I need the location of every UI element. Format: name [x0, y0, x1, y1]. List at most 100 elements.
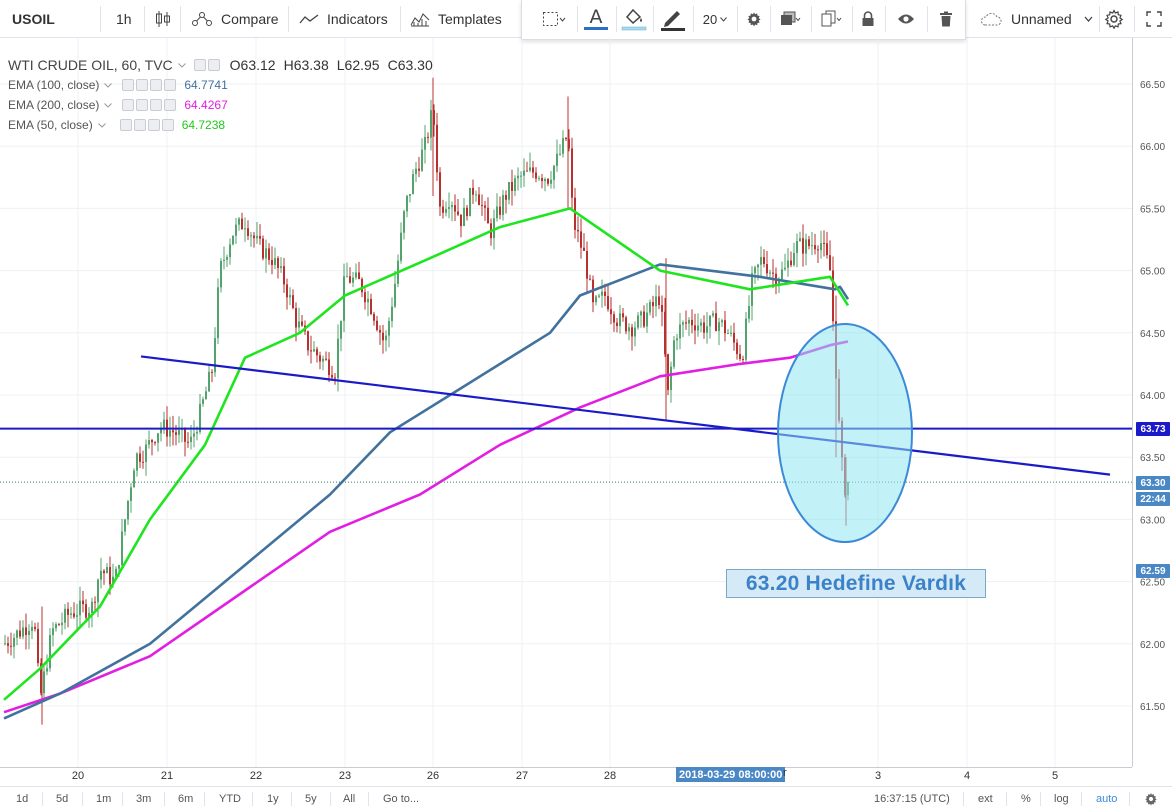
candle-body [541, 178, 543, 182]
gear-icon[interactable] [207, 59, 220, 71]
divider [1006, 792, 1007, 806]
visibility-button[interactable] [890, 0, 922, 38]
range-1y[interactable]: 1y [267, 793, 279, 805]
candle-body [673, 340, 675, 367]
range-5y[interactable]: 5y [305, 793, 317, 805]
candle-body [247, 228, 249, 236]
auto-scale-toggle[interactable]: auto [1096, 793, 1118, 805]
candle-body [130, 487, 132, 501]
chevron-down-icon [104, 102, 113, 108]
candle-body [154, 442, 156, 444]
annotation-text[interactable]: 63.20 Hedefine Vardık [726, 569, 986, 598]
gear-icon[interactable] [136, 99, 149, 111]
dashed-rectangle-icon [542, 10, 566, 28]
candle-body [487, 207, 489, 224]
divider [204, 792, 205, 806]
series-legend[interactable]: WTI CRUDE OIL, 60, TVC O63.12 H63.38 L62… [8, 55, 433, 75]
fill-color-button[interactable] [619, 0, 649, 38]
candle-body [496, 206, 498, 219]
eye-icon[interactable] [119, 119, 132, 131]
line-color-button[interactable] [658, 0, 688, 38]
close-icon[interactable] [161, 119, 174, 131]
candle-body [634, 327, 636, 337]
close-icon[interactable] [164, 99, 177, 111]
candle-body [652, 302, 654, 307]
candle-body [694, 325, 696, 331]
layout-name-button[interactable]: Unnamed [980, 0, 1093, 38]
candle-body [409, 194, 411, 196]
chart-grid [0, 38, 1132, 767]
move-icon[interactable] [147, 119, 160, 131]
candle-body [55, 624, 57, 629]
candle-body [148, 440, 150, 445]
lock-button[interactable] [855, 0, 881, 38]
candle-body [607, 296, 609, 310]
chart-style-button[interactable] [155, 0, 171, 38]
text-color-button[interactable]: A [580, 0, 612, 38]
eye-icon[interactable] [122, 79, 135, 91]
range-1m[interactable]: 1m [96, 793, 112, 805]
candle-body [334, 377, 336, 379]
candle-body [430, 110, 432, 138]
indicator-label: EMA (100, close) [8, 78, 100, 92]
templates-button[interactable]: Templates [410, 0, 502, 38]
eye-icon[interactable] [122, 99, 135, 111]
candle-body [748, 305, 750, 319]
divider [1040, 792, 1041, 806]
eye-icon[interactable] [193, 59, 206, 71]
gear-icon[interactable] [133, 119, 146, 131]
percent-scale-toggle[interactable]: % [1021, 793, 1031, 805]
candle-body [442, 206, 444, 213]
range-ytd[interactable]: YTD [219, 793, 241, 805]
symbol-search[interactable]: USOIL [12, 0, 55, 38]
range-all[interactable]: All [343, 793, 356, 805]
chevron-down-icon [177, 62, 186, 68]
range-3m[interactable]: 3m [136, 793, 152, 805]
candle-body [10, 645, 12, 647]
candle-body [547, 179, 549, 184]
visual-order-button[interactable] [773, 0, 809, 38]
gear-icon[interactable] [136, 79, 149, 91]
move-icon[interactable] [150, 99, 163, 111]
indicators-button[interactable]: Indicators [299, 0, 388, 38]
candle-body [241, 218, 243, 230]
candle-body [457, 211, 459, 215]
drawing-settings-button[interactable] [740, 0, 768, 38]
log-scale-toggle[interactable]: log [1054, 793, 1069, 805]
clock-display[interactable]: 16:37:15 (UTC) [874, 793, 950, 805]
candle-body [175, 432, 177, 435]
clone-button[interactable] [814, 0, 850, 38]
candle-body [826, 243, 828, 256]
line-width-button[interactable]: 20 [696, 0, 734, 38]
select-area-button[interactable] [534, 0, 574, 38]
candle-body [253, 235, 255, 239]
candle-body [28, 630, 30, 635]
interval-button[interactable]: 1h [116, 0, 132, 38]
candle-body [151, 440, 153, 443]
indicator-legend-ema200[interactable]: EMA (200, close) 64.4267 [8, 95, 433, 115]
close-icon[interactable] [164, 79, 177, 91]
candle-body [325, 358, 327, 360]
range-1d[interactable]: 1d [16, 793, 29, 805]
indicator-legend-ema50[interactable]: EMA (50, close) 64.7238 [8, 115, 433, 135]
goto-date-button[interactable]: Go to... [383, 793, 420, 805]
range-5d[interactable]: 5d [56, 793, 69, 805]
candle-body [661, 305, 663, 312]
delete-button[interactable] [932, 0, 960, 38]
range-6m[interactable]: 6m [178, 793, 194, 805]
divider [927, 6, 928, 32]
compare-button[interactable]: Compare [191, 0, 279, 38]
candle-body [610, 309, 612, 315]
paint-bucket-icon [621, 6, 647, 32]
indicator-legend-ema100[interactable]: EMA (100, close) 64.7741 [8, 75, 433, 95]
move-icon[interactable] [150, 79, 163, 91]
trend-line [140, 355, 1111, 476]
extended-hours-toggle[interactable]: ext [978, 793, 993, 805]
fullscreen-button[interactable] [1146, 0, 1162, 38]
candle-body [484, 205, 486, 208]
chart-settings-button[interactable] [1144, 787, 1158, 811]
time-tick-label: 28 [604, 770, 616, 782]
settings-button[interactable] [1104, 0, 1124, 38]
price-chart[interactable]: 66.50 66.00 65.50 65.00 64.50 64.00 63.50 63.00… [0, 38, 1172, 786]
candle-body [646, 312, 648, 327]
